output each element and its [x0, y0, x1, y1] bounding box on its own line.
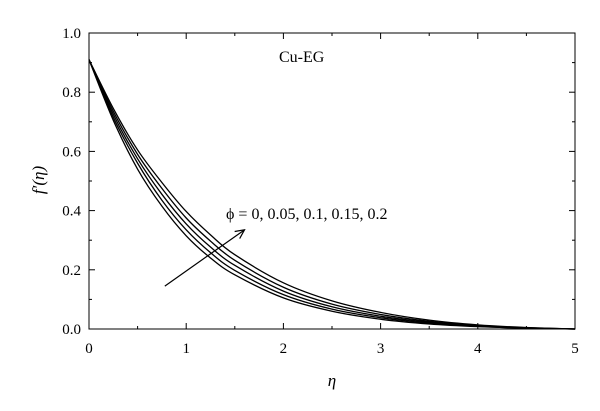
- plot-area: [88, 32, 576, 330]
- x-tick-label: 3: [377, 341, 385, 357]
- fluid-annotation: Cu-EG: [279, 49, 325, 66]
- y-tick-label: 0.8: [62, 85, 81, 101]
- axis-ticks: 0 1 2 3 4 5 0.0 0.2 0.4 0.6 0.8 1.0: [62, 26, 579, 357]
- y-tick-label: 0.0: [62, 322, 81, 338]
- x-tick-label: 1: [182, 341, 190, 357]
- x-tick-label: 4: [474, 341, 482, 357]
- x-tick-label: 0: [85, 341, 93, 357]
- plot-frame: [88, 32, 576, 330]
- y-axis-label: f′(η): [29, 166, 48, 195]
- series-lines: [88, 59, 576, 330]
- arrow-shaft: [164, 229, 245, 287]
- series-line-5: [88, 59, 576, 330]
- x-tick-label: 2: [280, 341, 288, 357]
- x-tick-label: 5: [571, 341, 579, 357]
- series-line-3: [88, 59, 576, 330]
- y-tick-label: 1.0: [62, 26, 81, 42]
- y-tick-label: 0.4: [62, 204, 81, 220]
- parameter-arrow: [164, 229, 246, 287]
- arrow-head: [234, 229, 246, 239]
- parameter-annotation: ϕ = 0, 0.05, 0.1, 0.15, 0.2: [226, 206, 387, 223]
- x-axis-label: η: [328, 371, 336, 390]
- y-tick-label: 0.2: [62, 263, 81, 279]
- y-tick-label: 0.6: [62, 144, 81, 160]
